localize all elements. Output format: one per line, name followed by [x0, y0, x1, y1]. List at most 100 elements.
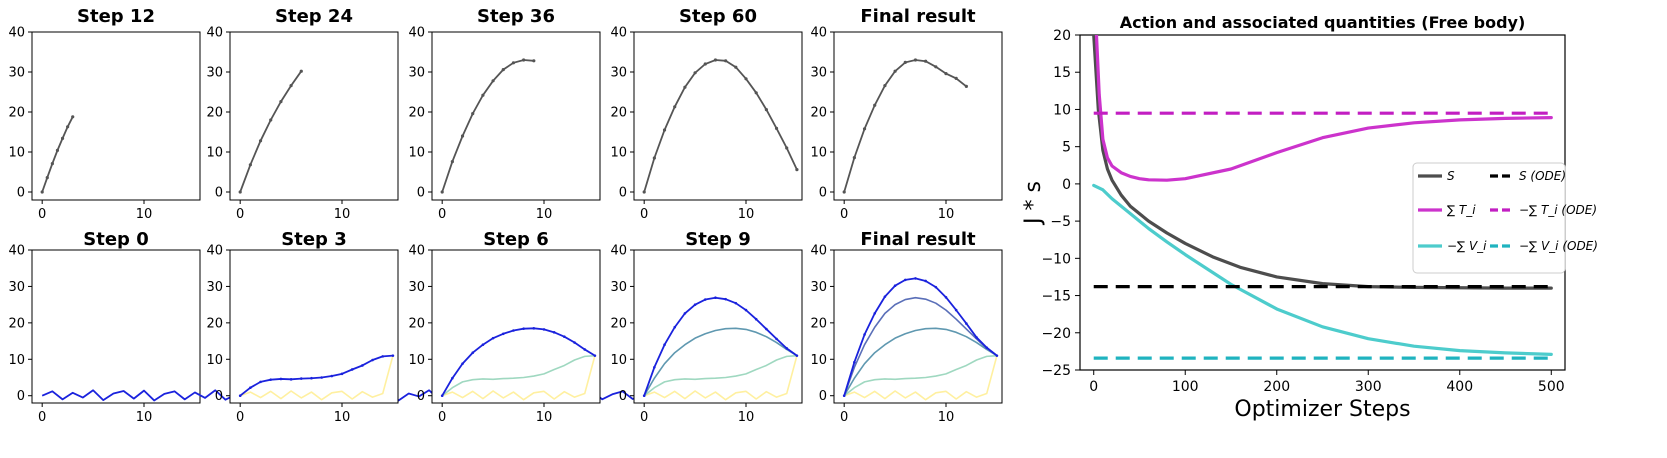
current-trajectory-point	[663, 343, 666, 347]
chart-title: Action and associated quantities (Free b…	[1120, 13, 1526, 32]
y-tick-label: 20	[206, 316, 223, 331]
trajectory-line	[643, 59, 798, 193]
previous-trajectory-line	[843, 327, 998, 397]
current-trajectory-point	[863, 333, 866, 336]
y-tick-label: 20	[610, 106, 627, 121]
trajectory-point	[71, 115, 75, 119]
current-trajectory-point	[734, 301, 738, 305]
trajectory-point	[299, 69, 303, 73]
x-tick-label: 0	[1089, 379, 1098, 395]
x-tick-label: 400	[1446, 379, 1473, 395]
previous-trajectory-line	[843, 355, 998, 401]
current-trajectory-line	[239, 354, 393, 397]
trajectory-point	[642, 190, 646, 194]
trajectory-point	[238, 190, 242, 194]
y-tick-label: 5	[1062, 140, 1071, 156]
subplot-title: Step 12	[77, 6, 155, 27]
y-tick-label: −10	[1041, 251, 1071, 267]
trajectory-point	[873, 103, 877, 107]
y-axis-label: J * s	[1021, 181, 1046, 226]
current-trajectory-point	[573, 341, 576, 344]
y-tick-label: −20	[1041, 326, 1071, 342]
y-tick-label: 30	[206, 280, 223, 295]
subplot-top-4: Step 60 0 10 20 30 40 0 10	[610, 6, 803, 222]
trajectory-point	[511, 61, 516, 65]
current-trajectory-point	[593, 354, 597, 357]
trajectory-point	[754, 91, 758, 95]
subplot-top-1: Step 12 0 10 20 30 40 0 10	[8, 6, 201, 222]
trajectory-point	[491, 79, 495, 83]
trajectory-point	[40, 190, 44, 194]
current-trajectory-point	[795, 354, 799, 357]
subplot-frame	[229, 31, 399, 201]
y-tick-label: 0	[215, 186, 223, 201]
x-tick-label: 10	[334, 207, 351, 222]
current-trajectory-point	[583, 348, 587, 351]
current-trajectory-point	[340, 372, 344, 376]
current-trajectory-point	[542, 328, 546, 331]
subplot-frame	[229, 249, 399, 404]
x-tick-label: 10	[738, 410, 755, 425]
current-trajectory-point	[532, 327, 536, 330]
trajectory-point	[532, 59, 536, 63]
y-tick-label: 10	[810, 146, 827, 161]
current-trajectory-point	[985, 346, 989, 349]
x-tick-label: 100	[1172, 379, 1199, 395]
subplot-title: Step 36	[477, 6, 555, 27]
trajectory-point	[60, 136, 65, 140]
current-trajectory-point	[995, 354, 999, 357]
previous-trajectory-line	[643, 355, 798, 401]
current-trajectory-point	[361, 364, 364, 367]
y-tick-label: 20	[408, 316, 425, 331]
subplot-frame	[31, 31, 201, 201]
subplot-title: Final result	[860, 229, 976, 250]
y-tick-label: 20	[206, 106, 223, 121]
trajectory-line	[441, 59, 534, 193]
x-tick-label: 0	[640, 410, 648, 425]
subplot-top-5: Final result 0 10 20 30 40 0 10	[810, 6, 1003, 222]
y-tick-label: 40	[408, 244, 425, 259]
current-trajectory-point	[491, 336, 495, 340]
current-trajectory-point	[965, 322, 968, 325]
current-trajectory-point	[714, 296, 717, 300]
current-trajectory-point	[642, 394, 646, 398]
trajectory-point	[852, 156, 856, 160]
x-tick-label: 10	[738, 207, 755, 222]
current-trajectory-point	[501, 332, 505, 336]
trajectory-point	[703, 62, 707, 66]
subplot-frame	[633, 249, 803, 404]
trajectory-point	[744, 77, 748, 81]
trajectory-point	[289, 84, 293, 88]
current-trajectory-point	[924, 279, 927, 283]
y-tick-label: 30	[408, 280, 425, 295]
subplot-top-3: Step 36 0 10 20 30 40 0 10	[408, 6, 601, 222]
trajectory-point	[785, 146, 789, 150]
subplot-title: Step 24	[275, 6, 353, 27]
current-trajectory-point	[944, 296, 948, 299]
x-tick-label: 10	[938, 207, 955, 222]
current-trajectory-point	[785, 347, 789, 350]
y-tick-label: 10	[206, 353, 223, 368]
y-tick-label: 40	[8, 244, 25, 259]
y-tick-label: 30	[610, 280, 627, 295]
current-trajectory-point	[883, 295, 887, 298]
trajectory-point	[964, 84, 968, 88]
y-tick-label: 0	[619, 389, 627, 404]
y-tick-label: 10	[408, 146, 425, 161]
x-tick-label: 0	[236, 410, 244, 425]
current-trajectory-point	[853, 360, 856, 364]
trajectory-point	[662, 128, 667, 132]
trajectory-point	[903, 60, 907, 64]
subplot-frame	[431, 249, 601, 404]
current-trajectory-point	[703, 298, 707, 301]
trajectory-point	[501, 68, 505, 72]
y-tick-label: −15	[1041, 289, 1071, 305]
trajectory-point	[450, 160, 454, 164]
trajectory-point	[913, 58, 918, 62]
trajectory-point	[471, 112, 475, 116]
trajectory-point	[279, 100, 283, 104]
current-trajectory-point	[381, 355, 385, 358]
subplot-title: Step 6	[483, 229, 548, 250]
y-tick-label: 0	[1062, 177, 1071, 193]
